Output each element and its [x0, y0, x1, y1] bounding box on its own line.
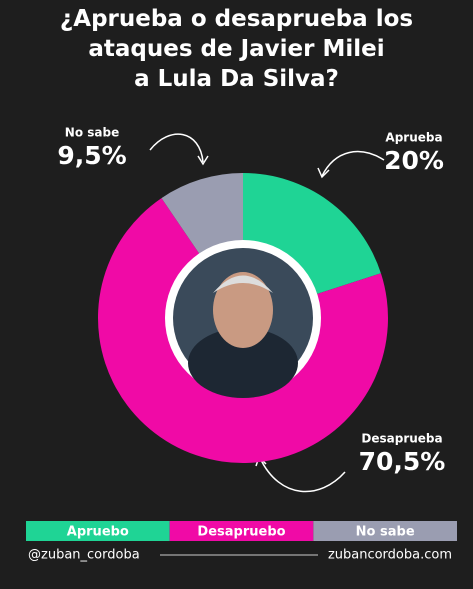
arrow [321, 150, 385, 177]
donut-segment [161, 173, 243, 262]
value-label: 20% [384, 146, 444, 175]
footer-site: zubancordoba.com [328, 548, 452, 563]
value-label: 9,5% [57, 141, 126, 170]
arrow [259, 457, 346, 493]
footer-handle: @zuban_cordoba [28, 548, 140, 563]
chart-title: ¿Aprueba o desaprueba los ataques de Jav… [59, 6, 414, 92]
legend-swatch [26, 521, 170, 541]
legend-label: Desapruebo [197, 525, 285, 540]
legend-label: No sabe [356, 525, 415, 540]
category-label: Desaprueba [361, 432, 442, 446]
arrow-head [197, 155, 209, 166]
arrow [149, 133, 204, 163]
donut-segment [243, 173, 381, 297]
photo-figure [188, 328, 298, 398]
arrow-head [317, 167, 330, 179]
category-label: No sabe [65, 126, 119, 140]
donut-segment [97, 198, 388, 464]
photo-face [213, 272, 273, 348]
legend-swatch [169, 521, 314, 541]
value-label: 70,5% [359, 447, 446, 476]
legend-swatch [313, 521, 457, 541]
category-label: Aprueba [385, 131, 442, 145]
photo-hair [213, 275, 273, 293]
legend-label: Apruebo [67, 525, 129, 540]
